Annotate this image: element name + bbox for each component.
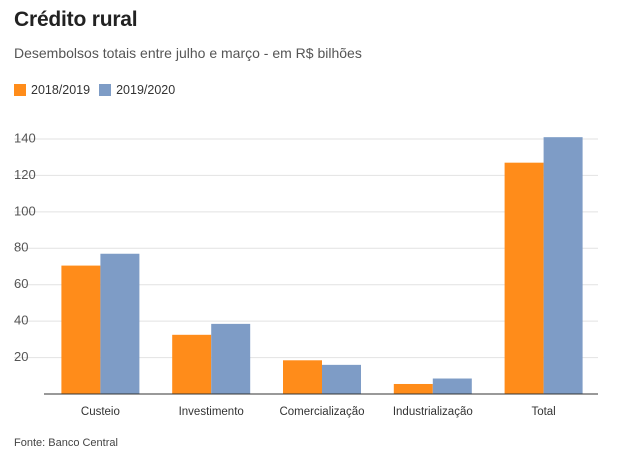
source-note: Fonte: Banco Central	[14, 437, 118, 449]
bar	[172, 334, 212, 394]
legend-item-series-1: 2018/2019	[14, 83, 90, 97]
bar	[283, 360, 322, 394]
legend-label-series-2: 2019/2020	[116, 83, 176, 97]
y-tick-label: 120	[14, 167, 36, 182]
bar	[322, 364, 361, 394]
legend-label-series-1: 2018/2019	[31, 83, 91, 97]
bar	[100, 253, 140, 394]
bar	[432, 378, 472, 394]
bar	[504, 162, 544, 394]
legend: 2018/2019 2019/2020	[14, 83, 184, 97]
chart-subtitle: Desembolsos totais entre julho e março -…	[14, 45, 362, 61]
chart-title: Crédito rural	[14, 8, 138, 31]
x-tick-label: Comercialização	[279, 406, 364, 418]
y-tick-label: 20	[14, 349, 28, 364]
y-tick-label: 80	[14, 240, 28, 255]
bar	[543, 137, 583, 394]
x-tick-label: Investimento	[179, 406, 244, 418]
y-tick-label: 40	[14, 313, 28, 328]
bar	[211, 323, 251, 394]
legend-swatch-series-1	[14, 84, 26, 96]
legend-swatch-series-2	[99, 84, 112, 96]
bar	[393, 383, 433, 394]
y-tick-label: 60	[14, 276, 28, 291]
bar	[61, 265, 101, 394]
y-tick-label: 140	[14, 130, 36, 145]
legend-item-series-2: 2019/2020	[99, 83, 175, 97]
y-tick-label: 100	[14, 203, 36, 218]
x-tick-label: Custeio	[81, 406, 120, 418]
x-tick-label: Total	[531, 406, 555, 418]
x-tick-label: Industrialização	[393, 406, 473, 418]
